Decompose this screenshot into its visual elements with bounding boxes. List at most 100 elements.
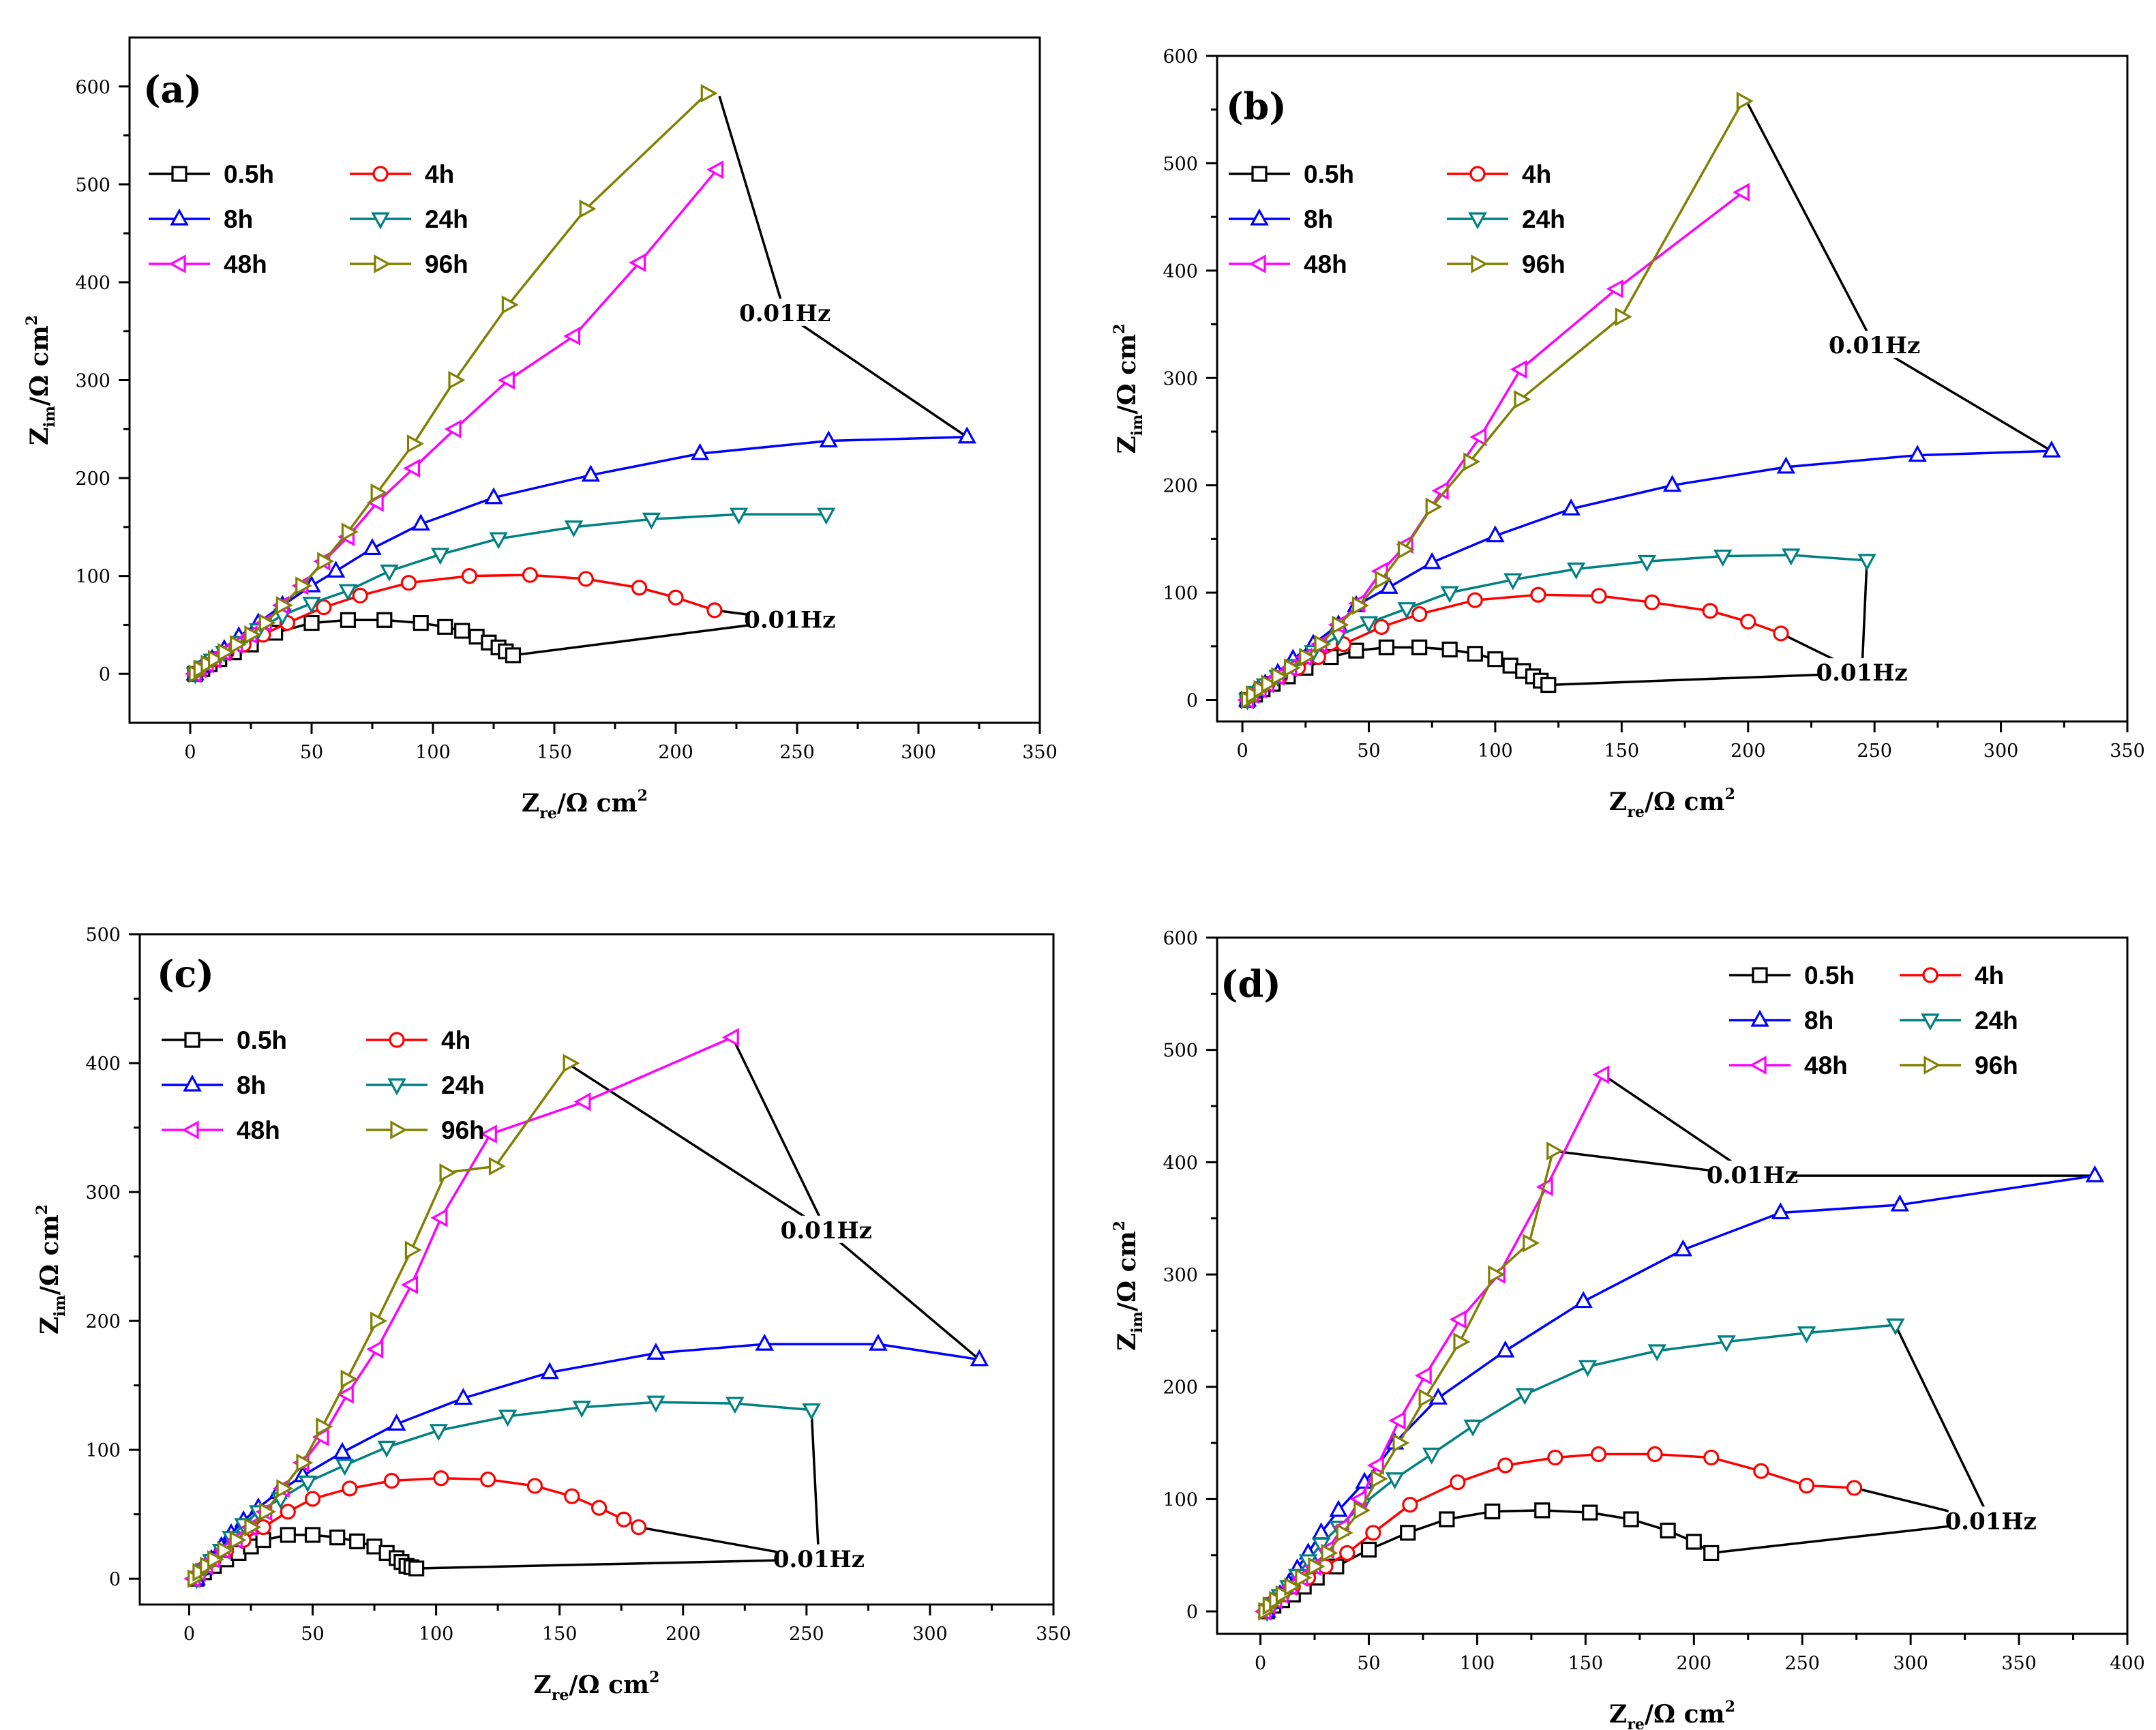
data-point	[400, 575, 417, 591]
data-point	[280, 1504, 296, 1520]
data-point	[230, 635, 247, 654]
x-tick-label: 150	[537, 742, 572, 763]
data-point	[1908, 445, 1927, 462]
data-point	[540, 1362, 559, 1379]
data-point	[1686, 1534, 1702, 1550]
data-point	[1890, 1194, 1909, 1212]
annotation-label: 0.01Hz	[1829, 332, 1920, 359]
data-point	[1590, 1446, 1607, 1463]
y-tick-label: 600	[75, 77, 110, 98]
data-point	[1561, 498, 1581, 516]
data-point	[1392, 1433, 1410, 1452]
data-point	[489, 532, 508, 550]
series-96h	[1240, 91, 1754, 710]
legend-marker	[1922, 967, 1938, 983]
data-point	[1857, 554, 1876, 571]
data-point	[430, 1208, 448, 1227]
legend-marker	[1749, 1056, 1767, 1075]
data-point	[957, 426, 976, 444]
x-tick-label: 250	[789, 1624, 824, 1645]
legend-label: 8h	[1304, 205, 1333, 233]
data-point	[383, 1472, 400, 1489]
data-point	[642, 512, 661, 530]
data-point	[316, 1417, 333, 1436]
x-tick-label: 200	[1731, 741, 1766, 762]
data-point	[1397, 602, 1416, 620]
data-point	[370, 483, 388, 503]
data-point	[1450, 1474, 1466, 1491]
legend-label: 96h	[1522, 250, 1566, 278]
data-point	[229, 1530, 247, 1550]
legend: 0.5h 4h 8h 24h 48h 96h	[1729, 961, 2018, 1079]
data-point	[1385, 1472, 1405, 1490]
data-point	[433, 1470, 449, 1487]
legend-label: 8h	[1804, 1006, 1833, 1034]
data-point	[349, 1533, 365, 1549]
x-axis-label: Zre/Ω cm2	[1609, 786, 1735, 821]
data-point	[1373, 618, 1390, 636]
data-point	[387, 1414, 406, 1431]
data-point	[429, 1424, 448, 1442]
x-tick-label: 0	[184, 742, 196, 763]
data-point	[1352, 596, 1369, 615]
annotation-background	[776, 1544, 861, 1572]
data-point	[338, 584, 358, 601]
y-tick-label: 300	[85, 1182, 121, 1204]
y-tick-label: 500	[75, 175, 110, 196]
legend-label: 48h	[1304, 250, 1347, 278]
data-point	[1441, 641, 1458, 658]
data-point	[1371, 1470, 1388, 1489]
data-point	[376, 612, 393, 628]
data-point	[573, 1092, 591, 1112]
data-point	[1546, 1142, 1564, 1161]
data-point	[208, 649, 225, 669]
panel-label: (b)	[1226, 85, 1287, 128]
data-point	[1283, 658, 1301, 677]
y-tick-label: 100	[85, 1440, 121, 1461]
annotation-line	[810, 1410, 820, 1560]
data-point	[1574, 1291, 1593, 1309]
data-point	[706, 160, 724, 179]
data-point	[802, 1403, 821, 1420]
x-tick-label: 350	[1022, 742, 1058, 763]
annotation-line	[825, 1229, 980, 1361]
y-tick-label: 400	[75, 273, 110, 294]
data-point	[448, 370, 466, 390]
legend-marker	[1248, 254, 1266, 273]
data-point	[1582, 1504, 1598, 1521]
legend-label: 0.5h	[224, 160, 274, 188]
x-tick-label: 100	[419, 1624, 454, 1645]
data-point	[1647, 1344, 1666, 1362]
data-point	[1469, 428, 1487, 447]
data-point	[1702, 603, 1718, 619]
data-point	[1400, 1525, 1416, 1541]
x-tick-label: 100	[1478, 741, 1513, 762]
data-point	[1275, 1585, 1293, 1605]
x-tick-label: 0	[1255, 1653, 1266, 1674]
data-point	[335, 1459, 355, 1476]
annotation-label: 0.01Hz	[1816, 659, 1908, 687]
y-tick-label: 0	[109, 1569, 121, 1590]
data-point	[1496, 1340, 1515, 1358]
legend-label: 4h	[1975, 961, 2004, 989]
data-point	[498, 370, 515, 390]
legend-label: 8h	[237, 1071, 266, 1099]
legend-label: 48h	[224, 250, 267, 278]
legend-marker	[1251, 166, 1268, 182]
data-point	[1487, 651, 1503, 668]
data-point	[1647, 1446, 1663, 1463]
x-tick-label: 250	[1784, 1653, 1820, 1674]
annotation-line	[1548, 672, 1862, 687]
legend-marker	[371, 212, 390, 230]
legend-marker	[387, 1078, 406, 1096]
data-point	[1740, 613, 1756, 630]
y-tick-label: 400	[1163, 1152, 1198, 1174]
data-point	[341, 522, 359, 541]
data-point	[706, 602, 723, 618]
data-point	[484, 487, 503, 505]
data-point	[1717, 1335, 1736, 1353]
data-point	[403, 459, 421, 478]
data-point	[1637, 554, 1657, 572]
data-point	[1422, 1447, 1441, 1465]
data-point	[461, 568, 478, 584]
